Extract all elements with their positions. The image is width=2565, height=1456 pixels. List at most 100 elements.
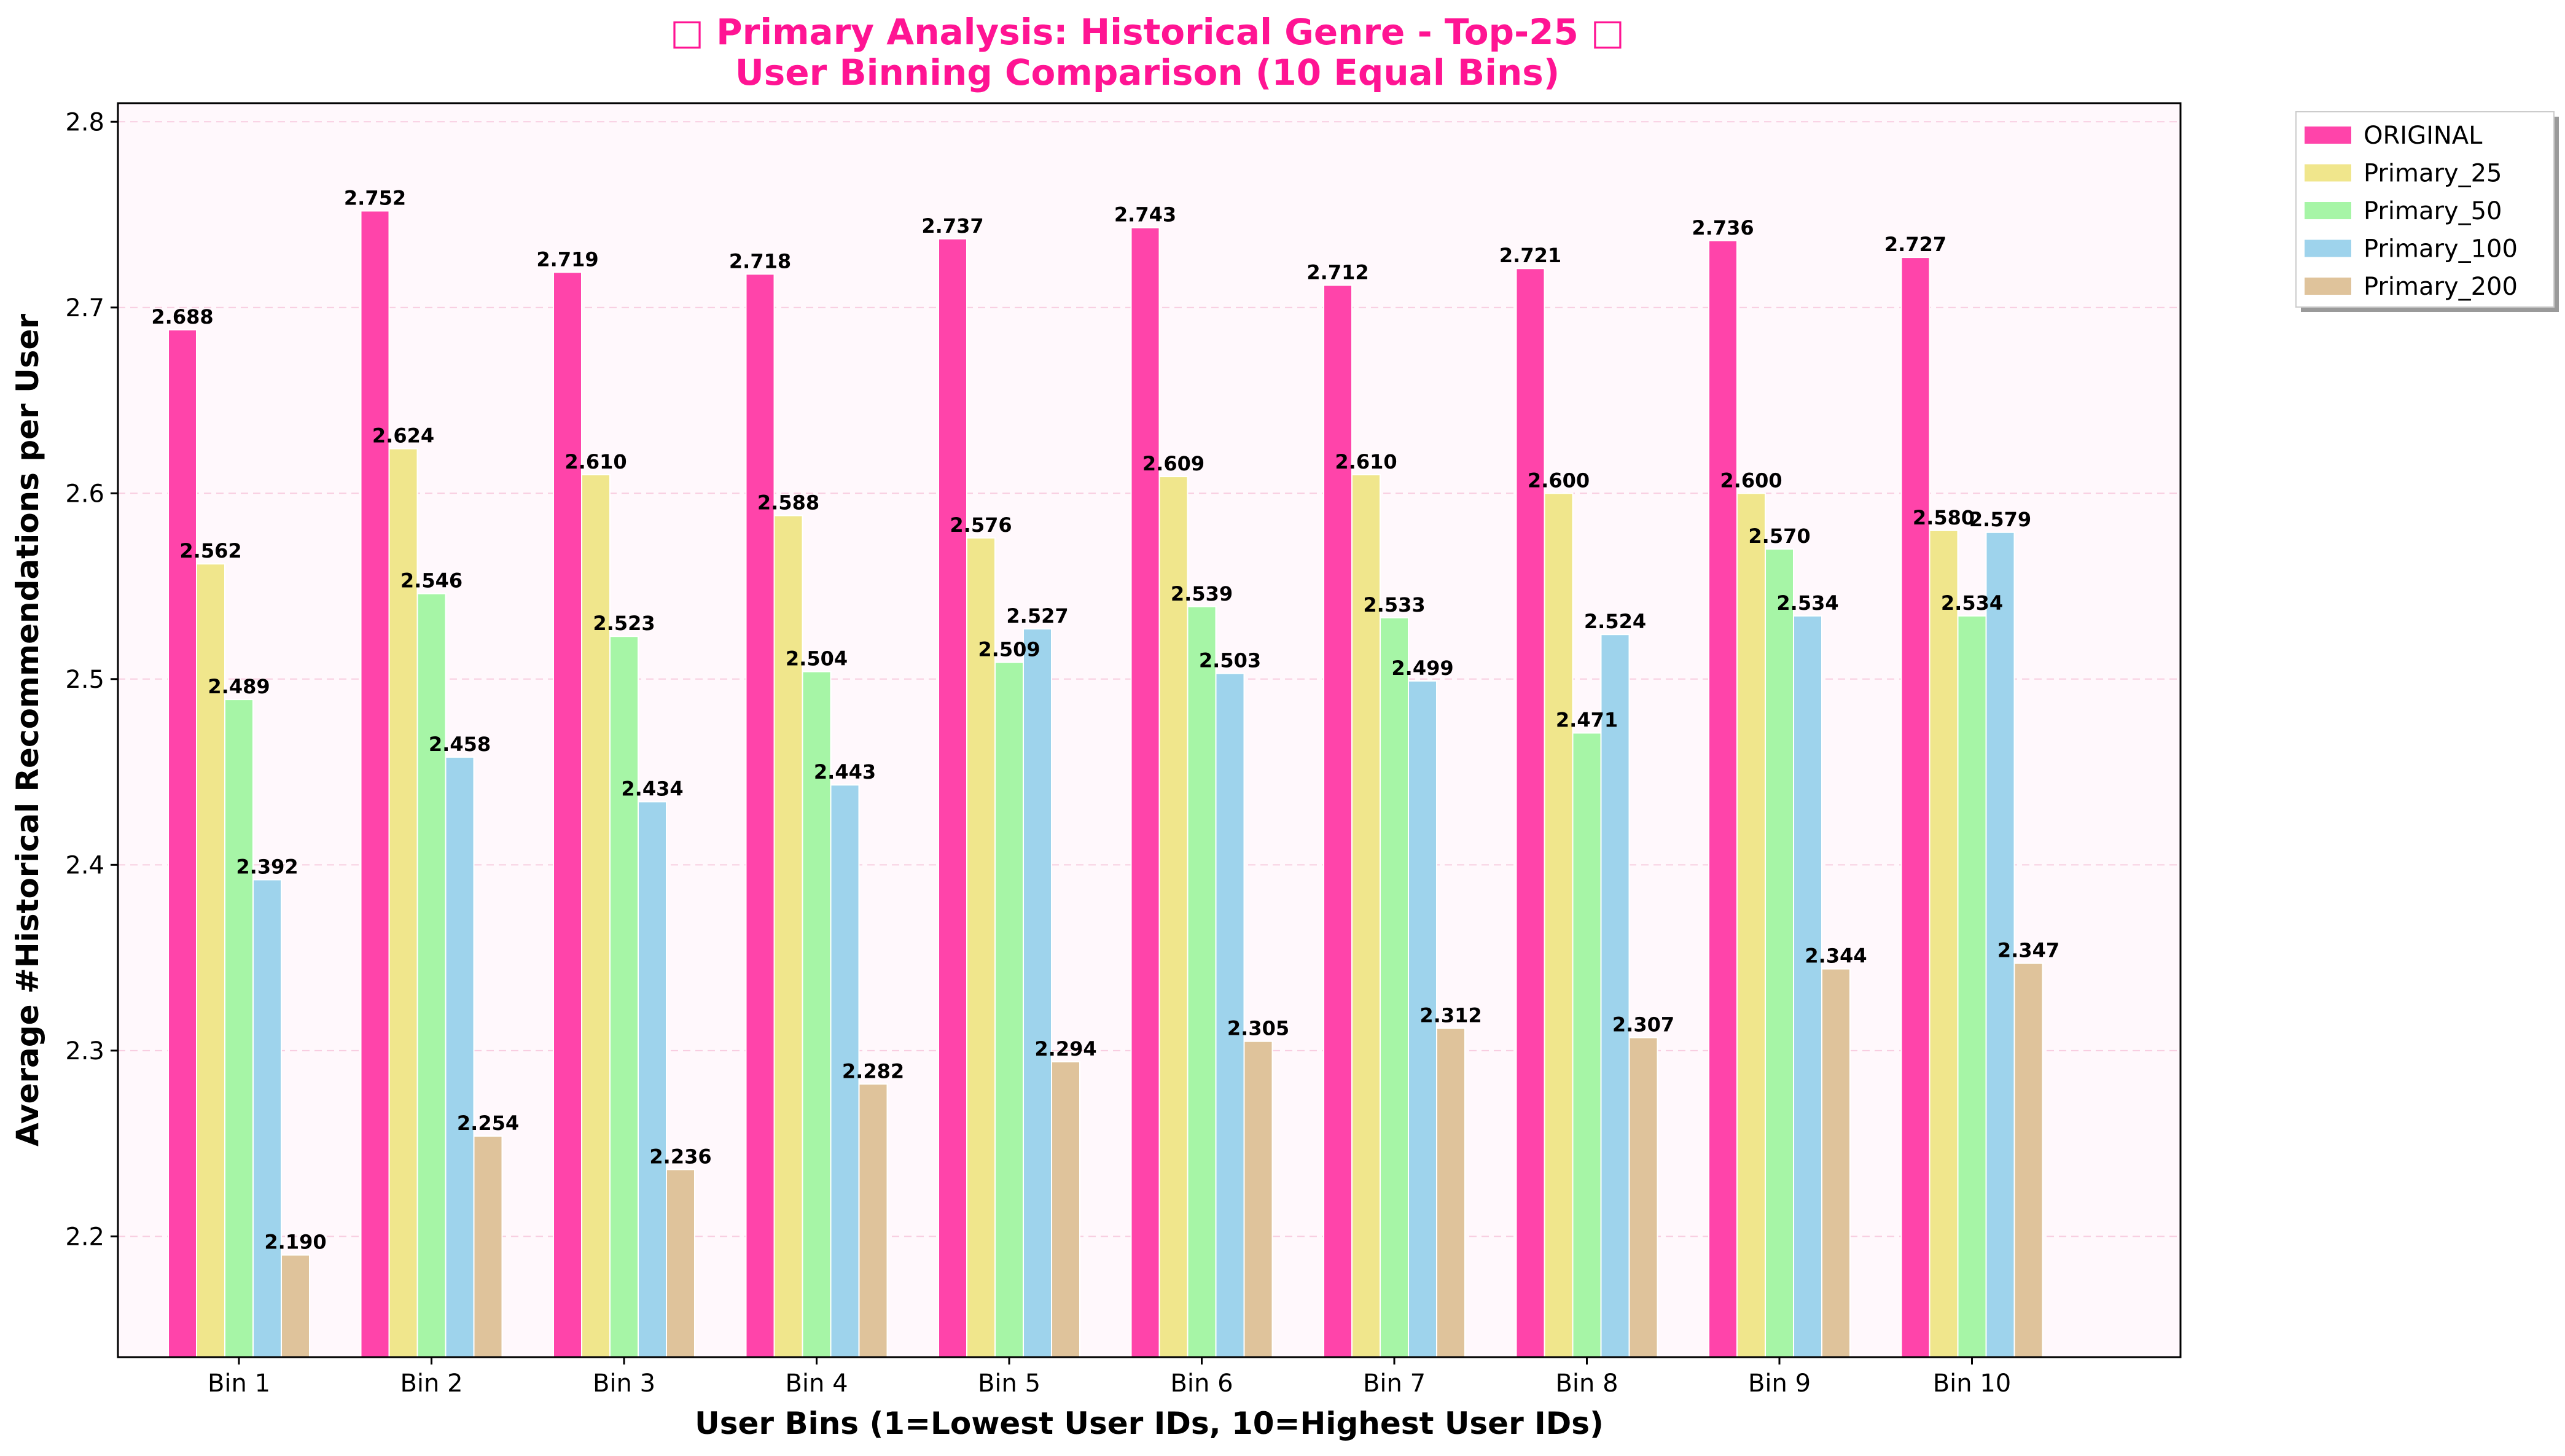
bar-primary-25-8 (1544, 492, 1574, 1358)
bar-primary-100-4 (830, 784, 860, 1358)
data-label: 2.254 (457, 1111, 519, 1135)
data-label: 2.489 (208, 675, 270, 698)
data-label: 2.533 (1363, 593, 1425, 617)
data-label: 2.718 (729, 249, 791, 273)
y-tick-label: 2.5 (65, 666, 104, 694)
data-label: 2.600 (1528, 469, 1590, 492)
bar-primary-100-6 (1215, 672, 1245, 1358)
x-tick-label: Bin 8 (1555, 1369, 1618, 1398)
data-label: 2.294 (1034, 1037, 1096, 1061)
data-label: 2.503 (1199, 649, 1261, 672)
bar-original-6 (1130, 227, 1160, 1358)
legend-swatch (2305, 127, 2351, 144)
bar-primary-200-9 (1821, 968, 1851, 1358)
bar-primary-100-2 (445, 756, 475, 1358)
bar-primary-200-3 (666, 1169, 695, 1358)
data-label: 2.688 (151, 305, 213, 329)
y-tick-label: 2.2 (65, 1223, 104, 1251)
data-label: 2.743 (1114, 203, 1176, 227)
plot-frame (117, 102, 2182, 1358)
data-label: 2.576 (950, 513, 1012, 537)
data-label: 2.580 (1913, 506, 1975, 529)
y-tick-label: 2.6 (65, 480, 104, 508)
bar-primary-100-10 (1985, 531, 2015, 1358)
bar-original-5 (938, 238, 967, 1358)
bar-primary-100-3 (638, 801, 667, 1358)
data-label: 2.562 (179, 539, 241, 563)
x-tick-label: Bin 4 (785, 1369, 848, 1398)
data-label: 2.752 (344, 186, 406, 209)
bar-primary-200-7 (1436, 1027, 1466, 1358)
bar-original-10 (1900, 257, 1931, 1358)
legend-swatch (2305, 164, 2351, 182)
data-label: 2.282 (842, 1059, 904, 1083)
data-label: 2.236 (649, 1145, 711, 1168)
x-tick-label: Bin 5 (978, 1369, 1040, 1398)
y-tick-label: 2.3 (65, 1037, 104, 1065)
x-tick-label: Bin 9 (1748, 1369, 1811, 1398)
data-label: 2.347 (1997, 939, 2059, 962)
legend-swatch (2305, 239, 2351, 257)
bar-primary-50-5 (994, 661, 1024, 1358)
bar-primary-25-4 (773, 515, 803, 1358)
y-tick-label: 2.4 (65, 851, 104, 879)
data-label: 2.624 (372, 424, 434, 448)
x-tick-label: Bin 1 (208, 1369, 270, 1398)
y-tick-label: 2.7 (65, 294, 104, 322)
x-axis-label: User Bins (1=Lowest User IDs, 10=Highest… (695, 1406, 1604, 1441)
bar-original-3 (553, 271, 582, 1358)
data-label: 2.719 (536, 247, 598, 271)
bar-primary-200-10 (2013, 962, 2044, 1358)
data-label: 2.539 (1171, 582, 1233, 605)
data-label: 2.305 (1227, 1017, 1289, 1040)
data-label: 2.443 (814, 760, 876, 784)
bar-primary-50-9 (1765, 548, 1794, 1358)
data-label: 2.579 (1969, 508, 2031, 531)
bar-primary-25-6 (1158, 476, 1189, 1358)
bar-primary-25-9 (1736, 492, 1766, 1358)
bar-original-1 (168, 329, 197, 1358)
data-label: 2.434 (621, 777, 683, 800)
chart-title-line2: User Binning Comparison (10 Equal Bins) (735, 52, 1560, 93)
bar-primary-25-10 (1929, 529, 1959, 1358)
bar-primary-100-5 (1023, 628, 1052, 1358)
data-label: 2.610 (564, 450, 627, 473)
data-label: 2.509 (978, 638, 1040, 661)
data-label: 2.721 (1499, 244, 1561, 267)
data-label: 2.727 (1884, 233, 1946, 256)
data-label: 2.523 (593, 612, 655, 635)
x-tick-label: Bin 3 (593, 1369, 655, 1398)
data-label: 2.736 (1692, 216, 1754, 239)
x-tick-label: Bin 6 (1170, 1369, 1233, 1398)
bar-primary-100-9 (1793, 615, 1822, 1358)
legend: ORIGINAL Primary_25 Primary_50 Primary_100 P… (2295, 111, 2559, 312)
data-label: 2.588 (757, 491, 819, 515)
bar-primary-200-4 (858, 1083, 888, 1358)
bar-original-2 (360, 210, 390, 1358)
bar-primary-50-8 (1572, 732, 1602, 1358)
chart-title-line1: □ Primary Analysis: Historical Genre - T… (670, 11, 1625, 53)
bar-primary-25-5 (966, 537, 996, 1358)
data-label: 2.312 (1419, 1004, 1482, 1027)
bar-primary-50-10 (1957, 615, 1987, 1358)
legend-label: Primary_200 (2364, 273, 2518, 301)
bar-primary-200-1 (281, 1254, 310, 1358)
bar-primary-100-1 (252, 879, 282, 1358)
bar-original-9 (1708, 239, 1738, 1358)
data-label: 2.534 (1941, 591, 2003, 615)
bar-primary-50-7 (1380, 617, 1409, 1358)
bar-original-7 (1323, 284, 1353, 1358)
y-tick-label: 2.8 (65, 108, 104, 136)
bar-primary-200-8 (1628, 1037, 1658, 1358)
x-tick-label: Bin 7 (1363, 1369, 1426, 1398)
data-label: 2.307 (1612, 1013, 1674, 1037)
bar-primary-50-1 (224, 699, 254, 1358)
legend-swatch (2305, 278, 2351, 295)
data-label: 2.527 (1006, 604, 1068, 628)
bar-primary-200-6 (1243, 1040, 1273, 1358)
x-tick-label: Bin 10 (1933, 1369, 2012, 1398)
data-label: 2.570 (1748, 524, 1810, 548)
bar-primary-25-3 (581, 474, 611, 1358)
bar-primary-50-3 (609, 636, 639, 1358)
bar-original-4 (745, 273, 775, 1358)
